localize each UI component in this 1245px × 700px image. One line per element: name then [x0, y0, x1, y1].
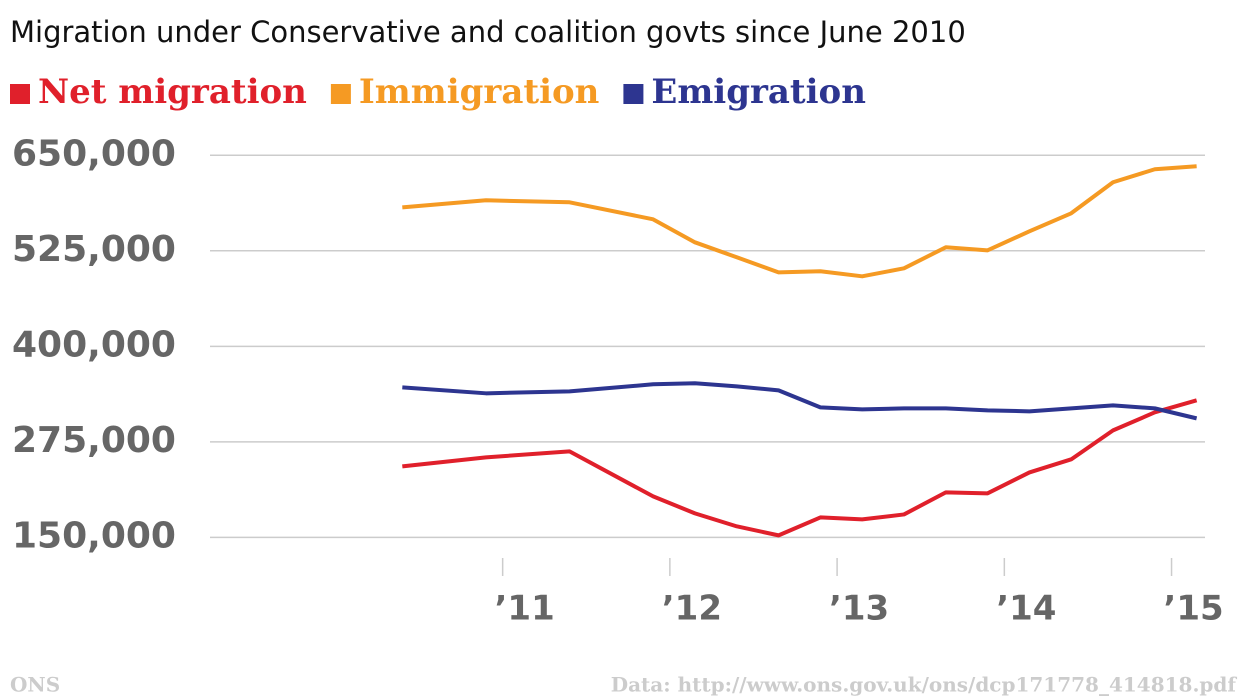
x-tick-label: ’12 — [662, 589, 722, 629]
series-line — [402, 381, 1198, 421]
legend-swatch — [10, 84, 30, 104]
legend-label: Emigration — [651, 72, 866, 112]
series-line — [402, 398, 1198, 538]
series-line — [402, 164, 1197, 279]
legend-label: Immigration — [359, 72, 600, 112]
chart-title: Migration under Conservative and coaliti… — [10, 15, 966, 49]
y-tick-label: 275,000 — [12, 420, 176, 461]
y-tick-label: 400,000 — [12, 324, 176, 365]
y-tick-label: 525,000 — [12, 229, 176, 270]
legend-swatch — [623, 84, 644, 104]
legend-swatch — [330, 84, 351, 104]
x-tick-label: ’13 — [829, 589, 889, 629]
source-right: Data: http://www.ons.gov.uk/ons/dcp17177… — [611, 673, 1238, 697]
legend-label: Net migration — [38, 72, 307, 112]
x-tick-label: ’11 — [495, 589, 555, 629]
x-tick-label: ’15 — [1163, 589, 1223, 629]
source-left: ONS — [10, 673, 60, 697]
y-tick-label: 150,000 — [12, 515, 176, 556]
x-tick-label: ’14 — [996, 589, 1056, 629]
y-tick-label: 650,000 — [12, 133, 176, 174]
